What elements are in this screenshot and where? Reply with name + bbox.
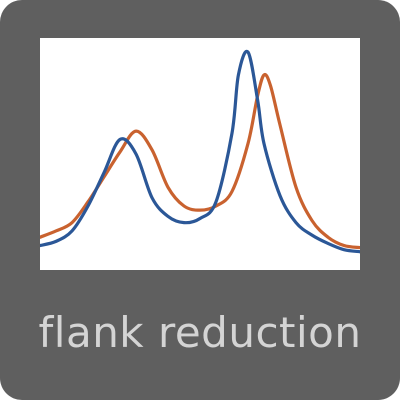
series-line-orange	[40, 72, 360, 250]
tile-label: flank reduction	[38, 308, 362, 357]
plot-area	[40, 38, 360, 270]
spectrum-peaks-icon	[40, 49, 360, 254]
series-line-blue	[40, 49, 360, 254]
